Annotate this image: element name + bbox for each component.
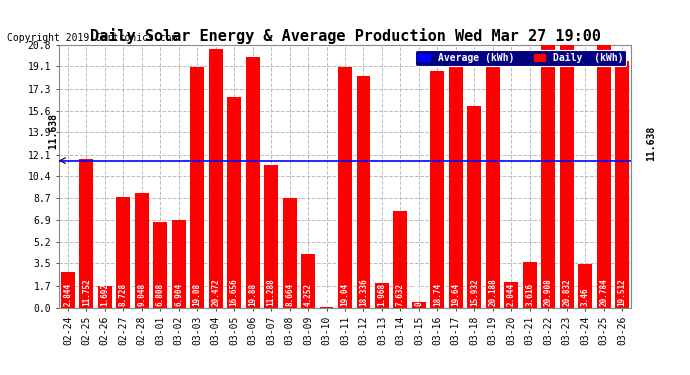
- Text: 9.048: 9.048: [137, 283, 146, 306]
- Bar: [615, 61, 629, 308]
- Text: 11.638: 11.638: [646, 125, 656, 160]
- Bar: [117, 197, 130, 308]
- Text: 1.968: 1.968: [377, 283, 386, 306]
- Bar: [597, 45, 611, 308]
- Text: 19.88: 19.88: [248, 283, 257, 306]
- Text: 18.336: 18.336: [359, 279, 368, 306]
- Text: 8.728: 8.728: [119, 283, 128, 306]
- Bar: [246, 57, 259, 308]
- Bar: [578, 264, 592, 308]
- Text: 11.288: 11.288: [266, 279, 275, 306]
- Text: 8.664: 8.664: [285, 283, 294, 306]
- Text: 1.692: 1.692: [100, 283, 109, 306]
- Bar: [541, 44, 555, 308]
- Bar: [172, 220, 186, 308]
- Text: 2.844: 2.844: [63, 283, 72, 306]
- Text: 20.188: 20.188: [489, 279, 497, 306]
- Bar: [412, 302, 426, 307]
- Title: Daily Solar Energy & Average Production Wed Mar 27 19:00: Daily Solar Energy & Average Production …: [90, 28, 600, 44]
- Bar: [375, 283, 389, 308]
- Bar: [338, 67, 352, 308]
- Bar: [61, 272, 75, 308]
- Text: 4.252: 4.252: [304, 283, 313, 306]
- Bar: [486, 53, 500, 307]
- Text: 6.808: 6.808: [156, 283, 165, 306]
- Bar: [504, 282, 518, 308]
- Bar: [560, 45, 573, 308]
- Text: 19.512: 19.512: [618, 279, 627, 306]
- Text: 7.632: 7.632: [396, 283, 405, 306]
- Bar: [301, 254, 315, 308]
- Bar: [523, 262, 537, 308]
- Text: 20.472: 20.472: [211, 279, 220, 306]
- Bar: [357, 76, 371, 308]
- Bar: [393, 211, 407, 308]
- Text: 0.02: 0.02: [322, 288, 331, 306]
- Text: 15.932: 15.932: [470, 279, 479, 306]
- Bar: [449, 60, 463, 308]
- Text: 2.044: 2.044: [506, 283, 515, 306]
- Bar: [79, 159, 93, 308]
- Bar: [264, 165, 278, 308]
- Text: 3.616: 3.616: [525, 283, 534, 306]
- Bar: [98, 286, 112, 308]
- Text: 11.638: 11.638: [49, 114, 59, 160]
- Text: 0.452: 0.452: [415, 283, 424, 306]
- Text: 19.04: 19.04: [340, 283, 350, 306]
- Text: 16.656: 16.656: [230, 279, 239, 306]
- Bar: [467, 106, 481, 308]
- Bar: [283, 198, 297, 308]
- Text: 19.08: 19.08: [193, 283, 201, 306]
- Text: 3.46: 3.46: [581, 288, 590, 306]
- Text: 18.74: 18.74: [433, 283, 442, 306]
- Legend: Average (kWh), Daily  (kWh): Average (kWh), Daily (kWh): [415, 50, 627, 66]
- Bar: [209, 49, 223, 308]
- Text: 11.752: 11.752: [82, 279, 91, 306]
- Text: 19.64: 19.64: [451, 283, 460, 306]
- Text: 6.904: 6.904: [175, 283, 184, 306]
- Text: 20.908: 20.908: [544, 279, 553, 306]
- Bar: [431, 71, 444, 308]
- Bar: [135, 194, 149, 308]
- Bar: [153, 222, 167, 308]
- Text: 20.832: 20.832: [562, 279, 571, 306]
- Bar: [227, 97, 241, 308]
- Text: Copyright 2019 Cartronics.com: Copyright 2019 Cartronics.com: [7, 33, 177, 43]
- Bar: [190, 67, 204, 308]
- Text: 20.784: 20.784: [599, 279, 608, 306]
